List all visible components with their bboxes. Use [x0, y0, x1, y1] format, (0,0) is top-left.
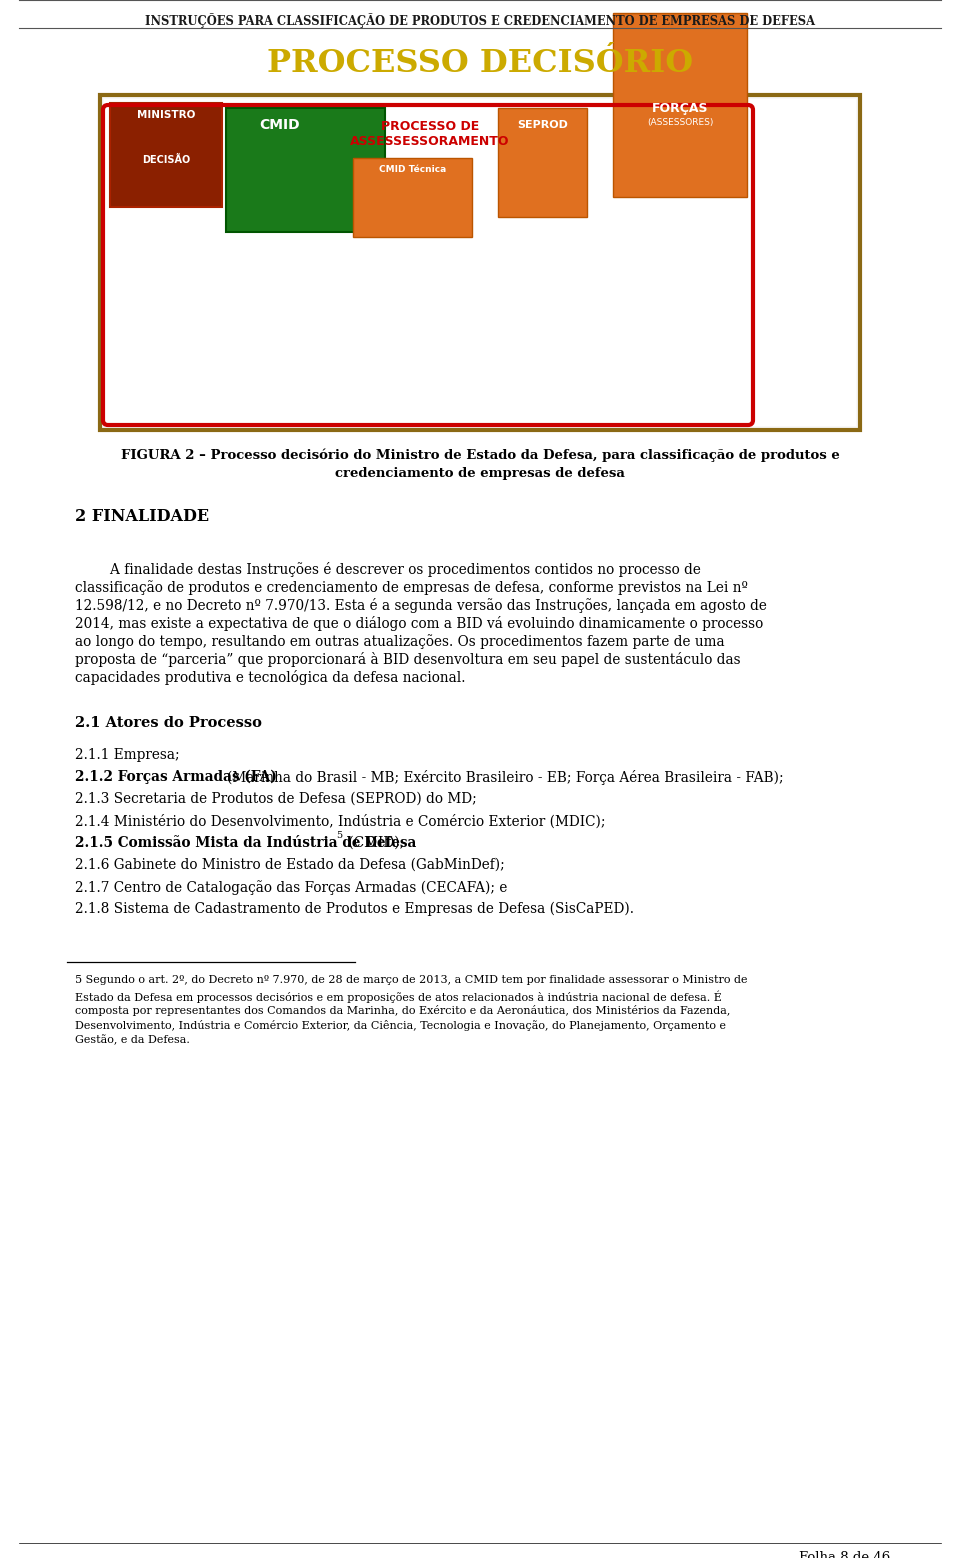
Text: 2.1.2 Forças Armadas (FA): 2.1.2 Forças Armadas (FA) — [75, 770, 281, 784]
Text: ASSESSESSORAMENTO: ASSESSESSORAMENTO — [350, 136, 510, 148]
Text: 2 FINALIDADE: 2 FINALIDADE — [75, 508, 209, 525]
Text: MINISTRO: MINISTRO — [137, 111, 195, 120]
Text: Folha 8 de 46: Folha 8 de 46 — [799, 1552, 890, 1558]
Text: FIGURA 2 – Processo decisório do Ministro de Estado da Defesa, para classificaçã: FIGURA 2 – Processo decisório do Ministr… — [121, 449, 839, 461]
Text: (ASSESSORES): (ASSESSORES) — [647, 118, 713, 128]
Text: 2.1.3 Secretaria de Produtos de Defesa (SEPROD) do MD;: 2.1.3 Secretaria de Produtos de Defesa (… — [75, 791, 477, 805]
Text: 2.1.1 Empresa;: 2.1.1 Empresa; — [75, 748, 180, 762]
Text: 2.1.7 Centro de Catalogação das Forças Armadas (CECAFA); e: 2.1.7 Centro de Catalogação das Forças A… — [75, 880, 508, 894]
Text: CMID Técnica: CMID Técnica — [379, 165, 446, 174]
Text: 2.1 Atores do Processo: 2.1 Atores do Processo — [75, 717, 262, 731]
Text: SEPROD: SEPROD — [517, 120, 568, 129]
Text: (CMID);: (CMID); — [344, 837, 404, 851]
Text: 5: 5 — [336, 830, 342, 840]
Text: capacidades produtiva e tecnológica da defesa nacional.: capacidades produtiva e tecnológica da d… — [75, 670, 466, 686]
Text: 2.1.4 Ministério do Desenvolvimento, Indústria e Comércio Exterior (MDIC);: 2.1.4 Ministério do Desenvolvimento, Ind… — [75, 813, 606, 829]
FancyBboxPatch shape — [353, 157, 472, 237]
Text: PROCESSO DE: PROCESSO DE — [381, 120, 479, 132]
FancyBboxPatch shape — [226, 108, 385, 232]
Text: CMID: CMID — [260, 118, 300, 132]
Text: (Marinha do Brasil - MB; Exército Brasileiro - EB; Força Aérea Brasileira - FAB): (Marinha do Brasil - MB; Exército Brasil… — [227, 770, 783, 785]
Text: DECISÃO: DECISÃO — [142, 154, 190, 165]
FancyBboxPatch shape — [498, 108, 587, 217]
Text: Estado da Defesa em processos decisórios e em proposições de atos relacionados à: Estado da Defesa em processos decisórios… — [75, 989, 722, 1002]
Text: PROCESSO DECISÓRIO: PROCESSO DECISÓRIO — [267, 48, 693, 79]
FancyBboxPatch shape — [100, 95, 860, 430]
Text: classificação de produtos e credenciamento de empresas de defesa, conforme previ: classificação de produtos e credenciamen… — [75, 580, 748, 595]
Text: INSTRUÇÕES PARA CLASSIFICAÇÃO DE PRODUTOS E CREDENCIAMENTO DE EMPRESAS DE DEFESA: INSTRUÇÕES PARA CLASSIFICAÇÃO DE PRODUTO… — [145, 12, 815, 28]
Text: Gestão, e da Defesa.: Gestão, e da Defesa. — [75, 1035, 190, 1045]
Text: A finalidade destas Instruções é descrever os procedimentos contidos no processo: A finalidade destas Instruções é descrev… — [75, 562, 701, 576]
Text: composta por representantes dos Comandos da Marinha, do Exército e da Aeronáutic: composta por representantes dos Comandos… — [75, 1005, 731, 1016]
Text: 5 Segundo o art. 2º, do Decreto nº 7.970, de 28 de março de 2013, a CMID tem por: 5 Segundo o art. 2º, do Decreto nº 7.970… — [75, 975, 748, 985]
Text: 2014, mas existe a expectativa de que o diálogo com a BID vá evoluindo dinamicam: 2014, mas existe a expectativa de que o … — [75, 615, 763, 631]
Text: Desenvolvimento, Indústria e Comércio Exterior, da Ciência, Tecnologia e Inovaçã: Desenvolvimento, Indústria e Comércio Ex… — [75, 1020, 726, 1031]
Text: 2.1.5 Comissão Mista da Indústria de Defesa: 2.1.5 Comissão Mista da Indústria de Def… — [75, 837, 417, 851]
FancyBboxPatch shape — [110, 103, 222, 207]
Text: 12.598/12, e no Decreto nº 7.970/13. Esta é a segunda versão das Instruções, lan: 12.598/12, e no Decreto nº 7.970/13. Est… — [75, 598, 767, 612]
Text: credenciamento de empresas de defesa: credenciamento de empresas de defesa — [335, 467, 625, 480]
Text: 2.1.8 Sistema de Cadastramento de Produtos e Empresas de Defesa (SisCaPED).: 2.1.8 Sistema de Cadastramento de Produt… — [75, 902, 634, 916]
FancyBboxPatch shape — [104, 100, 856, 425]
FancyBboxPatch shape — [613, 12, 747, 196]
Text: FORÇAS: FORÇAS — [652, 101, 708, 115]
Text: proposta de “parceria” que proporcionará à BID desenvoltura em seu papel de sust: proposta de “parceria” que proporcionará… — [75, 651, 740, 667]
Text: ao longo do tempo, resultando em outras atualizações. Os procedimentos fazem par: ao longo do tempo, resultando em outras … — [75, 634, 725, 648]
Text: 2.1.6 Gabinete do Ministro de Estado da Defesa (GabMinDef);: 2.1.6 Gabinete do Ministro de Estado da … — [75, 858, 505, 872]
